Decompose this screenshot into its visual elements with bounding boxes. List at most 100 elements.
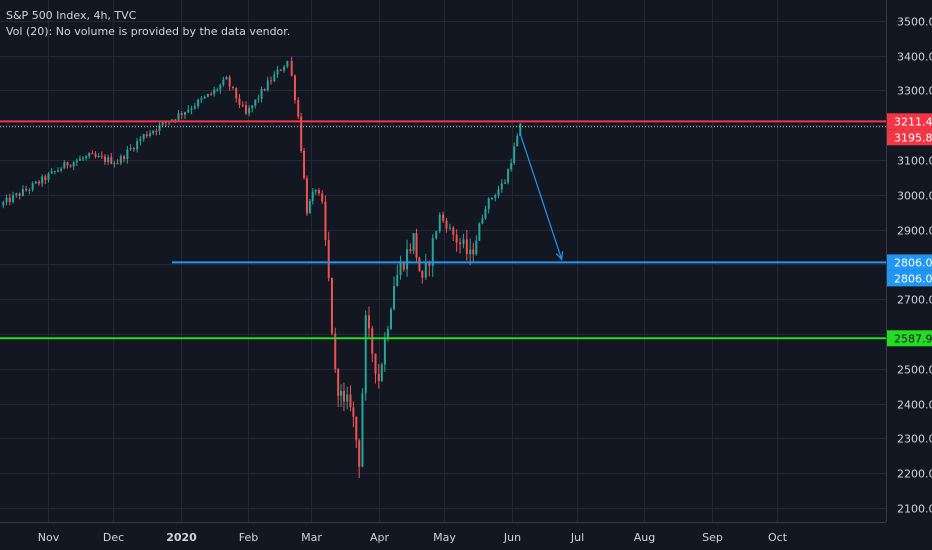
candle-body (283, 66, 286, 71)
candle-body (72, 162, 75, 167)
candle-body (383, 338, 386, 365)
candle-body (197, 99, 200, 107)
candle-body (254, 99, 257, 106)
candle-body (180, 113, 183, 115)
candle-body (459, 242, 462, 244)
price-axis[interactable]: 2100.02200.02300.02400.02500.02600.02700… (897, 16, 932, 516)
candle-body (421, 271, 424, 278)
candle-body (164, 122, 167, 124)
time-tick-label: Nov (38, 531, 60, 544)
candle-body (340, 390, 343, 396)
candle-body (380, 364, 383, 381)
time-tick-label: May (433, 531, 456, 544)
candle-body (123, 156, 126, 160)
candle-body (100, 156, 103, 158)
candle-body (152, 130, 155, 134)
candle-body (455, 234, 458, 243)
candle-body (438, 214, 441, 232)
candle-body (293, 75, 296, 101)
price-line-labels: 3211.4 3195.8 2806.0 2806.0 2587.9 (887, 113, 932, 347)
trend-arrow-annotation[interactable] (519, 133, 564, 261)
candle-body (314, 189, 317, 192)
candle-body (161, 122, 164, 125)
candle-body (367, 315, 370, 329)
candle-body (85, 156, 88, 159)
candle-body (445, 220, 448, 229)
candle-body (251, 105, 254, 109)
candle-body (386, 328, 389, 339)
candle-body (406, 249, 409, 270)
candle-body (452, 227, 455, 235)
candle-body (273, 74, 276, 82)
chart-legend: S&P 500 Index, 4h, TVC Vol (20): No volu… (6, 8, 290, 40)
candle-body (69, 165, 72, 167)
candle-body (266, 80, 269, 91)
candle-body (321, 193, 324, 202)
candle-body (324, 201, 327, 241)
candle-body (107, 157, 110, 162)
time-tick-label: Feb (239, 531, 258, 544)
candle-body (358, 440, 361, 467)
candle-body (364, 315, 367, 394)
candle-body (513, 146, 516, 163)
candle-body (481, 218, 484, 224)
candle-body (34, 181, 37, 184)
candle-body (465, 239, 468, 255)
candle-body (346, 394, 349, 402)
volume-indicator-note[interactable]: Vol (20): No volume is provided by the d… (6, 25, 291, 38)
candle-body (442, 214, 445, 221)
candle-body (2, 202, 5, 206)
candle-body (174, 119, 177, 121)
candle-body (516, 135, 519, 147)
price-tick-label: 2300.0 (897, 433, 932, 446)
candle-body (8, 197, 11, 203)
horizontal-price-lines[interactable] (0, 120, 886, 340)
candle-body (469, 249, 472, 255)
candle-body (349, 394, 352, 408)
candle-body (88, 153, 91, 157)
candle-body (448, 227, 451, 229)
candle-body (193, 106, 196, 109)
chart-title[interactable]: S&P 500 Index, 4h, TVC (6, 9, 137, 22)
price-tick-label: 2500.0 (897, 364, 932, 377)
time-tick-label: Aug (634, 531, 655, 544)
candle-body (56, 170, 59, 172)
candle-body (260, 89, 263, 99)
candle-body (327, 240, 330, 279)
candle-body (126, 149, 129, 160)
candle-body (507, 169, 510, 183)
price-tick-label: 2700.0 (897, 294, 932, 307)
candle-body (129, 148, 132, 150)
candle-body (37, 181, 40, 184)
price-tick-label: 3300.0 (897, 85, 932, 98)
time-tick-label: Jun (503, 531, 521, 544)
candle-body (116, 163, 119, 165)
candle-body (504, 182, 507, 184)
candle-body (472, 249, 475, 255)
candle-body (276, 69, 279, 75)
candle-body (435, 231, 438, 239)
candle-body (415, 233, 418, 258)
candle-body (300, 116, 303, 151)
arrow-shaft[interactable] (519, 133, 563, 260)
candle-body (41, 176, 44, 184)
candle-body (519, 123, 522, 136)
price-line-label-box (887, 330, 932, 347)
candle-body (132, 148, 135, 150)
candle-body (257, 98, 260, 100)
candle-body (244, 105, 247, 114)
candle-body (308, 200, 311, 214)
candle-body (28, 189, 31, 191)
candle-body (97, 156, 100, 158)
candle-body (248, 108, 251, 114)
candle-body (66, 162, 69, 166)
candle-body (60, 168, 63, 171)
candle-body (497, 189, 500, 196)
time-axis[interactable]: Nov Dec 2020 Feb Mar Apr May Jun Jul Aug Sep Oct (38, 531, 788, 544)
price-tick-label: 2200.0 (897, 468, 932, 481)
candle-body (18, 193, 21, 196)
candle-body (510, 162, 513, 170)
candle-body (203, 96, 206, 99)
candle-body (317, 189, 320, 194)
